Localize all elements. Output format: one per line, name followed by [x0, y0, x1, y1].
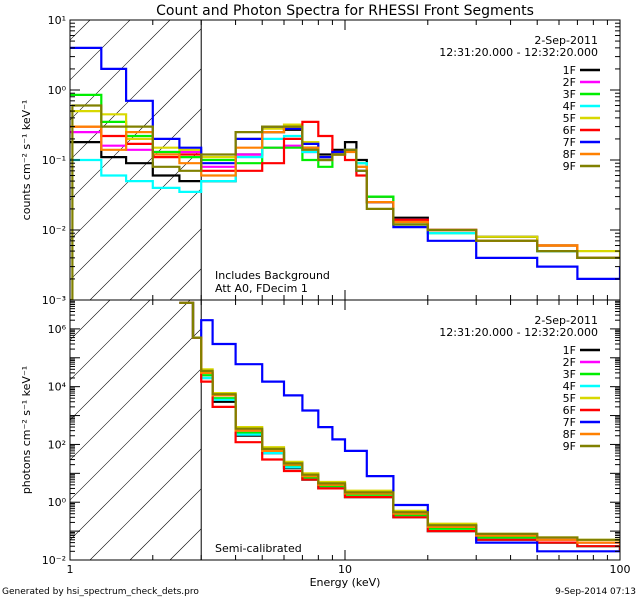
hatch-mask	[201, 20, 620, 300]
hatch-region	[70, 20, 620, 300]
legend-label-3F: 3F	[563, 368, 576, 381]
hatch-line	[70, 300, 71, 301]
x-tick-label: 1	[67, 563, 74, 576]
hatch-line	[70, 300, 111, 341]
legend-label-9F: 9F	[563, 440, 576, 453]
legend-label-4F: 4F	[563, 380, 576, 393]
footer-timestamp: 9-Sep-2014 07:13	[555, 587, 636, 597]
panels: 10⁻³ 10⁻² 10⁻¹ 10⁰ 10¹ counts cm⁻² s⁻¹ keV⁻¹ 2…	[20, 14, 631, 576]
legend-label-8F: 8F	[563, 148, 576, 161]
y-tick-label: 10⁴	[48, 381, 67, 394]
y-tick-label: 10⁻³	[42, 294, 66, 307]
hatch-line	[70, 300, 151, 381]
x-axis-label: Energy (keV)	[310, 576, 381, 589]
y-tick-label: 10⁰	[48, 84, 67, 97]
legend-label-5F: 5F	[563, 392, 576, 405]
x-tick-label: 10	[338, 563, 352, 576]
series-group	[70, 46, 620, 300]
time-range-label: 12:31:20.000 - 12:32:20.000	[439, 46, 598, 59]
y-tick-label: 10⁶	[48, 323, 67, 336]
hatch-line	[70, 300, 231, 461]
y-ticks: 10⁻³ 10⁻² 10⁻¹ 10⁰ 10¹	[42, 14, 620, 307]
panel-annotation: Includes Background	[215, 269, 330, 282]
y-axis-label: counts cm⁻² s⁻¹ keV⁻¹	[20, 100, 33, 221]
legend-label-8F: 8F	[563, 428, 576, 441]
legend-label-6F: 6F	[563, 124, 576, 137]
x-tick-label: 100	[610, 563, 631, 576]
x-ticks	[69, 20, 608, 300]
legend-label-7F: 7F	[563, 136, 576, 149]
panel-annotation: Att A0, FDecim 1	[215, 282, 308, 295]
hatch-region	[70, 300, 620, 560]
legend-label-5F: 5F	[563, 112, 576, 125]
legend-label-7F: 7F	[563, 416, 576, 429]
legend-label-1F: 1F	[563, 64, 576, 77]
hatch-line	[70, 20, 211, 161]
legend-label-2F: 2F	[563, 356, 576, 369]
series-9F	[179, 301, 620, 543]
series-9F	[70, 104, 620, 300]
chart-title: Count and Photon Spectra for RHESSI Fron…	[156, 3, 534, 19]
hatch-line	[70, 300, 191, 421]
footer-generator: Generated by hsi_spectrum_check_dets.pro	[2, 587, 199, 597]
hatch-line	[70, 20, 131, 81]
legend-label-2F: 2F	[563, 76, 576, 89]
hatch-line	[70, 20, 171, 121]
y-ticks: 10⁻² 10⁰ 10² 10⁴ 10⁶	[42, 299, 620, 567]
time-range-label: 12:31:20.000 - 12:32:20.000	[439, 326, 598, 339]
legend-label-6F: 6F	[563, 404, 576, 417]
series-group	[179, 301, 620, 553]
legend-label-3F: 3F	[563, 88, 576, 101]
panel-1: 10⁻³ 10⁻² 10⁻¹ 10⁰ 10¹ counts cm⁻² s⁻¹ keV⁻¹ 2…	[20, 14, 621, 307]
x-ticks: 1 10 100	[67, 300, 631, 576]
hatch-mask	[201, 300, 620, 560]
legend-label-1F: 1F	[563, 344, 576, 357]
legend-label-9F: 9F	[563, 160, 576, 173]
date-label: 2-Sep-2011	[534, 34, 598, 47]
y-tick-label: 10⁰	[48, 496, 67, 509]
panel-2: 1 10 100 10⁻² 10⁰ 10² 10⁴ 10⁶ photons cm⁻² s⁻¹ k…	[20, 299, 631, 576]
date-label: 2-Sep-2011	[534, 314, 598, 327]
y-tick-label: 10⁻²	[42, 224, 66, 237]
y-axis-label: photons cm⁻² s⁻¹ keV⁻¹	[20, 366, 33, 494]
panel-annotation: Semi-calibrated	[215, 542, 302, 555]
legend-label-4F: 4F	[563, 100, 576, 113]
y-tick-label: 10⁻¹	[42, 154, 66, 167]
y-tick-label: 10¹	[48, 14, 66, 27]
y-tick-label: 10⁻²	[42, 554, 66, 567]
y-tick-label: 10²	[48, 438, 66, 451]
